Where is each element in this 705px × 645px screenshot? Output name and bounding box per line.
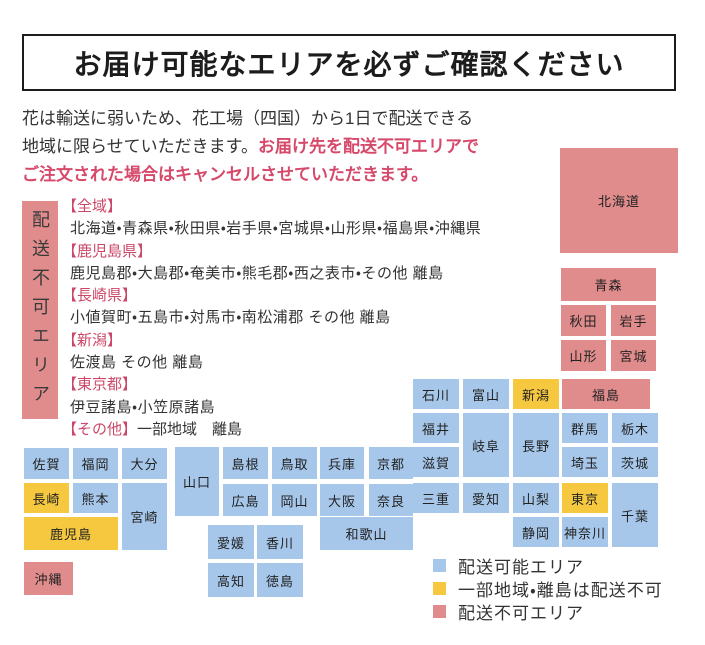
prefecture-cell: 岩手 <box>611 305 656 336</box>
intro-line-1: 花は輸送に弱いため、花工場（四国）から1日で配送できる <box>22 109 474 128</box>
prefecture-cell: 富山 <box>463 379 509 409</box>
intro-warning-text-2: ご注文された場合はキャンセルさせていただきます。 <box>22 165 429 184</box>
page-title-text: お届け可能なエリアを必ずご確認ください <box>73 48 625 80</box>
prefecture-cell: 大阪 <box>320 484 364 516</box>
prefecture-cell: 青森 <box>561 268 656 301</box>
legend-label: 配送可能エリア <box>458 558 584 577</box>
prefecture-cell: 静岡 <box>513 517 559 547</box>
restricted-area-list: 【全域】北海道・青森県・秋田県・岩手県・宮城県・山形県・福島県・沖縄県【鹿児島県… <box>62 196 567 441</box>
restricted-area-header: 【鹿児島県】 <box>62 242 153 260</box>
restricted-area-detail: 佐渡島 その他 離島 <box>70 354 204 372</box>
prefecture-cell: 神奈川 <box>562 517 608 547</box>
legend-label: 配送不可エリア <box>458 604 584 623</box>
restricted-area-sidebar-label: 配送不可エリア <box>22 201 58 419</box>
prefecture-cell: 秋田 <box>561 305 606 336</box>
intro-line-2: 地域に限らせていただきます。お届け先を配送不可エリアで <box>22 137 479 156</box>
prefecture-cell: 新潟 <box>513 379 559 409</box>
restricted-area-detail: 北海道・青森県・秋田県・岩手県・宮城県・山形県・福島県・沖縄県 <box>70 220 482 238</box>
prefecture-cell: 茨城 <box>612 447 658 477</box>
restricted-area-header: 【長崎県】 <box>62 287 138 305</box>
prefecture-cell: 和歌山 <box>320 517 413 550</box>
restricted-area-detail: 小値賀町・五島市・対馬市・南松浦郡 その他 離島 <box>70 309 391 327</box>
prefecture-cell: 長野 <box>513 413 559 477</box>
prefecture-cell: 島根 <box>223 447 268 479</box>
prefecture-cell: 東京 <box>562 483 608 513</box>
prefecture-cell: 栃木 <box>612 413 658 443</box>
prefecture-cell: 滋賀 <box>413 447 459 477</box>
restricted-area-item: 【その他】一部地域 離島 <box>62 419 567 441</box>
prefecture-cell: 石川 <box>413 379 459 409</box>
prefecture-cell: 鹿児島 <box>24 517 118 550</box>
page-title: お届け可能なエリアを必ずご確認ください <box>22 34 676 91</box>
legend-color-swatch-icon <box>433 582 446 595</box>
prefecture-cell: 熊本 <box>73 483 118 513</box>
prefecture-cell: 宮崎 <box>122 483 167 550</box>
prefecture-cell: 山梨 <box>513 483 559 513</box>
prefecture-cell: 佐賀 <box>24 448 69 479</box>
prefecture-cell: 山口 <box>175 447 219 516</box>
prefecture-cell: 徳島 <box>257 563 303 597</box>
prefecture-cell: 愛知 <box>463 483 509 513</box>
legend-item: 配送可能エリア <box>433 554 663 577</box>
prefecture-cell: 鳥取 <box>272 447 317 479</box>
intro-text: 花は輸送に弱いため、花工場（四国）から1日で配送できる 地域に限らせていただきま… <box>22 105 567 189</box>
prefecture-cell: 福井 <box>413 413 459 443</box>
map-legend: 配送可能エリア一部地域・離島は配送不可 配送不可エリア <box>433 554 663 623</box>
prefecture-cell: 京都 <box>369 447 413 479</box>
prefecture-cell: 広島 <box>223 484 268 516</box>
prefecture-cell: 長崎 <box>24 483 69 513</box>
prefecture-cell: 香川 <box>257 525 303 559</box>
legend-item: 配送不可エリア <box>433 600 663 623</box>
legend-color-swatch-icon <box>433 605 446 618</box>
prefecture-cell: 岐阜 <box>463 413 509 477</box>
restricted-area-header: 【その他】 <box>62 420 138 438</box>
restricted-area-header: 【全域】 <box>62 198 123 215</box>
prefecture-cell: 大分 <box>122 448 167 479</box>
prefecture-cell: 三重 <box>413 483 459 513</box>
intro-warning-text: お届け先を配送不可エリアで <box>257 137 479 156</box>
prefecture-cell: 群馬 <box>562 413 608 443</box>
prefecture-cell: 沖縄 <box>24 562 73 595</box>
legend-item: 一部地域・離島は配送不可 <box>433 577 663 600</box>
restricted-area-detail: 伊豆諸島・小笠原諸島 <box>70 398 216 416</box>
prefecture-cell: 山形 <box>561 340 606 371</box>
prefecture-cell: 宮城 <box>611 340 656 371</box>
restricted-area-detail: 一部地域 離島 <box>137 420 243 438</box>
legend-label: 一部地域・離島は配送不可 <box>458 581 663 600</box>
prefecture-cell: 福島 <box>562 379 650 409</box>
restricted-area-header: 【東京都】 <box>62 376 138 394</box>
prefecture-cell: 兵庫 <box>320 447 364 479</box>
restricted-area-header: 【新潟】 <box>62 331 123 349</box>
prefecture-cell: 岡山 <box>272 484 317 516</box>
prefecture-cell: 北海道 <box>560 148 678 253</box>
prefecture-cell: 千葉 <box>612 483 658 547</box>
prefecture-cell: 高知 <box>208 563 254 597</box>
prefecture-cell: 埼玉 <box>562 447 608 477</box>
restricted-area-detail: 鹿児島郡・大島郡・奄美市・熊毛郡・西之表市・その他 離島 <box>70 264 444 282</box>
legend-color-swatch-icon <box>433 559 446 572</box>
intro-line-3: ご注文された場合はキャンセルさせていただきます。 <box>22 161 567 189</box>
prefecture-cell: 福岡 <box>73 448 118 479</box>
prefecture-cell: 愛媛 <box>208 525 254 559</box>
prefecture-cell: 奈良 <box>369 484 413 516</box>
